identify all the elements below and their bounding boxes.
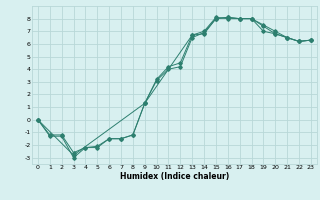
X-axis label: Humidex (Indice chaleur): Humidex (Indice chaleur)	[120, 172, 229, 181]
